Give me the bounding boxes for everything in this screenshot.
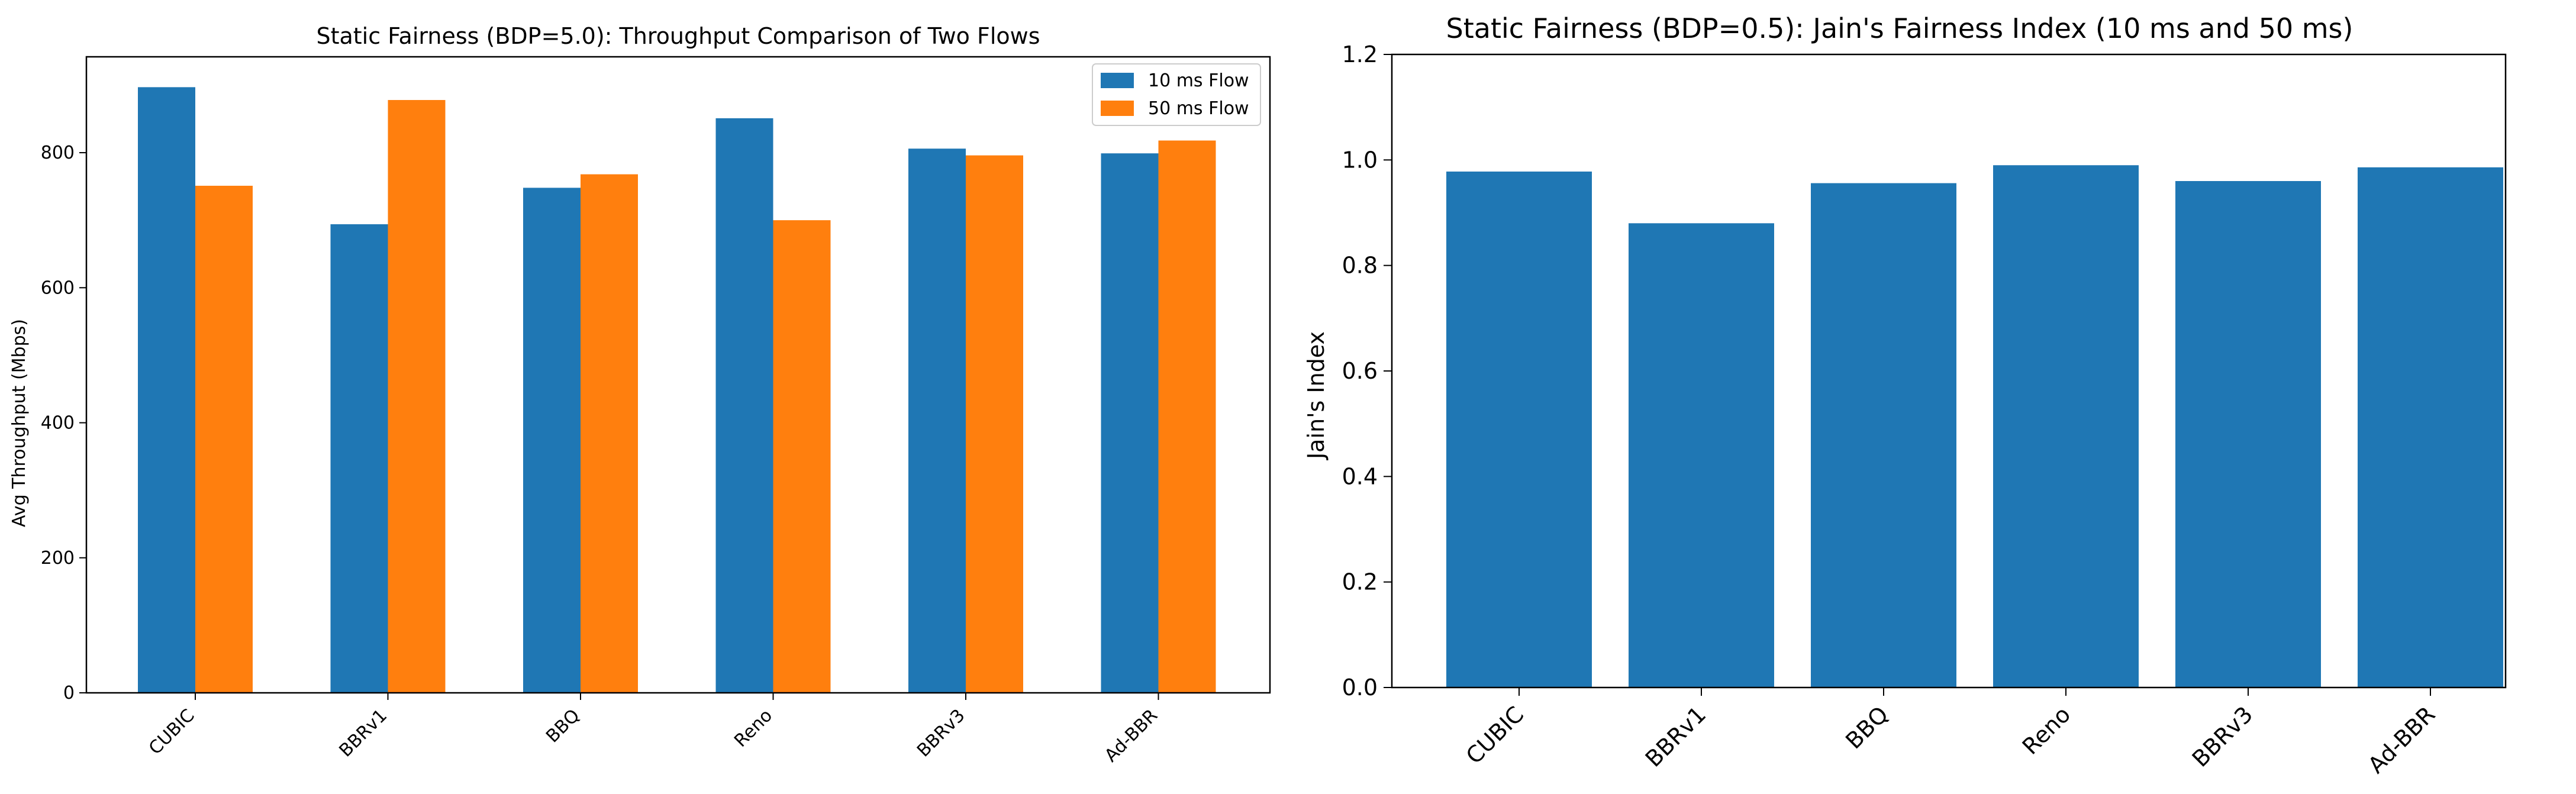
jain-bar-cubic	[1446, 171, 1592, 688]
bar-10ms-cubic	[138, 87, 195, 693]
throughput-chart-title: Static Fairness (BDP=5.0): Throughput Co…	[316, 23, 1040, 49]
legend-label-50ms: 50 ms Flow	[1148, 98, 1249, 119]
bar-10ms-bbrv1	[330, 224, 388, 693]
jain-bar-bbrv1	[1629, 223, 1774, 688]
y-tick-label: 600	[41, 277, 75, 298]
y-tick-label: 0.2	[1342, 569, 1378, 595]
jain-y-ticks: 0.0 0.2 0.4 0.6 0.8 1.0 1.2	[1342, 41, 1392, 701]
jain-bar-ad-bbr	[2358, 167, 2503, 688]
throughput-plot-frame	[85, 56, 1271, 694]
y-tick-label: 0.4	[1342, 463, 1378, 489]
y-tick-label: 400	[41, 413, 75, 434]
legend-label-10ms: 10 ms Flow	[1148, 70, 1249, 91]
y-tick-label: 1.2	[1342, 41, 1378, 67]
bar-10ms-ad-bbr	[1101, 153, 1159, 693]
jain-bar-reno	[1993, 165, 2139, 688]
throughput-y-axis-label: Avg Throughput (Mbps)	[9, 319, 30, 527]
jain-y-axis-label: Jain's Index	[1303, 331, 1329, 460]
y-tick-label: 800	[41, 143, 75, 163]
bar-10ms-reno	[715, 118, 773, 693]
jain-bars	[1446, 165, 2503, 688]
y-tick-label: 200	[41, 548, 75, 569]
y-tick-label: 0.0	[1342, 674, 1378, 701]
y-tick-label: 1.0	[1342, 147, 1378, 173]
bar-50ms-bbrv3	[966, 155, 1023, 693]
jain-bar-bbq	[1811, 183, 1956, 688]
throughput-y-ticks: 0 200 400 600 800	[41, 143, 86, 703]
y-tick-label: 0.8	[1342, 253, 1378, 279]
bar-10ms-bbrv3	[908, 149, 966, 693]
bar-10ms-bbq	[523, 188, 581, 693]
throughput-chart: Static Fairness (BDP=5.0): Throughput Co…	[9, 23, 1271, 766]
bar-50ms-reno	[773, 220, 831, 693]
legend-box	[1092, 63, 1261, 126]
jain-bar-bbrv3	[2175, 181, 2321, 688]
legend-swatch-10ms	[1101, 73, 1134, 88]
throughput-legend: 10 ms Flow 50 ms Flow	[1092, 63, 1261, 126]
bar-50ms-cubic	[195, 185, 253, 693]
y-tick-label: 0	[63, 683, 75, 703]
jain-chart-title: Static Fairness (BDP=0.5): Jain's Fairne…	[1446, 12, 2353, 44]
bar-50ms-bbq	[581, 174, 638, 693]
bar-50ms-bbrv1	[388, 100, 446, 693]
bar-50ms-ad-bbr	[1158, 140, 1216, 693]
legend-swatch-50ms	[1101, 101, 1134, 116]
y-tick-label: 0.6	[1342, 358, 1378, 384]
throughput-bars	[138, 87, 1216, 693]
jain-plot-frame	[1391, 53, 2507, 689]
